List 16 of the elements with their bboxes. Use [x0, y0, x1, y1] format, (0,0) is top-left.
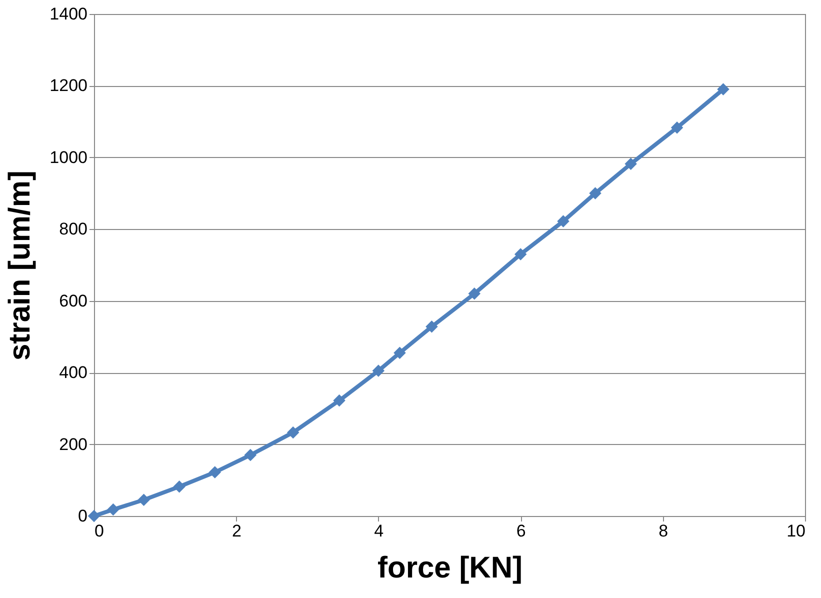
x-tick-label: 10 [786, 522, 806, 540]
y-tick-label: 0 [78, 506, 88, 526]
x-tick-label: 0 [94, 522, 104, 540]
y-tick-label: 600 [59, 291, 88, 310]
x-axis-title: force [KN] [377, 552, 523, 584]
y-tick-label: 1000 [50, 148, 88, 167]
y-tick-label: 800 [59, 220, 88, 239]
y-tick-label: 1400 [50, 4, 88, 24]
y-axis-title: strain [um/m] [4, 170, 37, 361]
x-tick-label: 4 [374, 522, 384, 540]
y-tick-label: 400 [59, 363, 88, 382]
y-tick-label: 200 [59, 434, 88, 454]
x-tick-label: 8 [658, 522, 668, 540]
x-tick-label: 6 [516, 522, 526, 540]
y-tick-label: 1200 [50, 76, 88, 96]
x-tick-label: 2 [232, 522, 242, 540]
